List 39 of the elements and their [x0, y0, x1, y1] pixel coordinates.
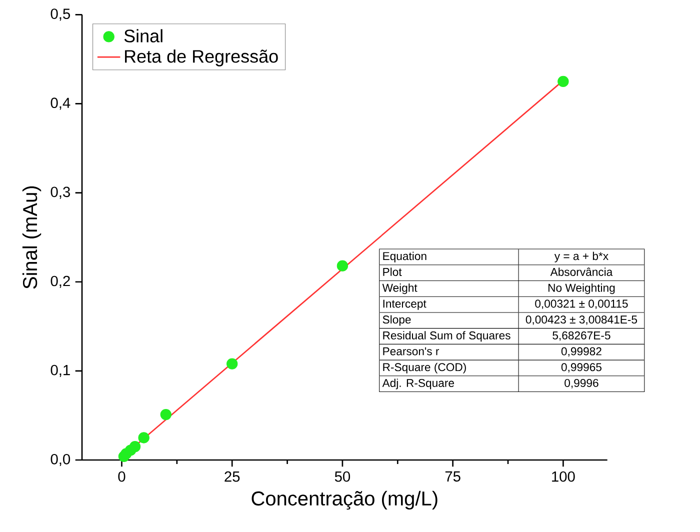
- x-tick-label: 0: [118, 471, 126, 482]
- y-axis-title: Sinal (mAu): [22, 186, 42, 289]
- annotation: Plot: [383, 268, 402, 276]
- y-tick-label: 0,5: [50, 8, 70, 21]
- point: [558, 76, 569, 88]
- point: [138, 432, 150, 444]
- x-tick-label: 50: [334, 471, 350, 482]
- legend-label: Reta de Regressão: [125, 50, 278, 66]
- annotation: Weight: [382, 284, 418, 294]
- annotation: Adj. R-Square: [382, 378, 454, 390]
- y-tick-label: 0,2: [50, 276, 70, 288]
- point: [160, 408, 172, 420]
- point: [336, 260, 348, 272]
- x-tick-label: 75: [445, 471, 460, 482]
- annotation: Slope: [382, 315, 411, 326]
- x-tick-label: 25: [224, 471, 240, 482]
- annotation: 0,99965: [561, 363, 602, 372]
- x-tick-label: 100: [552, 471, 575, 482]
- legend-label: Sinal: [124, 29, 162, 42]
- point: [226, 358, 238, 370]
- y-tick-label: 0,0: [50, 454, 70, 466]
- annotation: 0,00321 ± 0,00115: [535, 300, 628, 310]
- y-tick-label: 0,4: [50, 98, 70, 110]
- annotation: 0,99982: [561, 347, 602, 357]
- annotation: 0,9996: [564, 379, 598, 388]
- point: [129, 441, 141, 452]
- annotation: Intercept: [383, 300, 426, 310]
- x-axis-title: Concentração (mg/L): [252, 490, 438, 510]
- annotation: Residual Sum of Squares: [383, 331, 510, 342]
- annotation: Equation: [383, 252, 426, 262]
- annotation: Absorvância: [550, 268, 613, 276]
- y-tick-label: 0,3: [50, 186, 70, 199]
- y-tick-label: 0,1: [50, 364, 70, 377]
- annotation: 5,68267E-5: [552, 331, 610, 341]
- annotation: Pearson's r: [383, 347, 440, 356]
- annotation: 0,00423 ± 3,00841E-5: [526, 316, 638, 325]
- annotation: R-Square (COD): [383, 362, 466, 374]
- annotation: No Weighting: [548, 284, 615, 294]
- annotation: y = a + b*x: [554, 252, 608, 262]
